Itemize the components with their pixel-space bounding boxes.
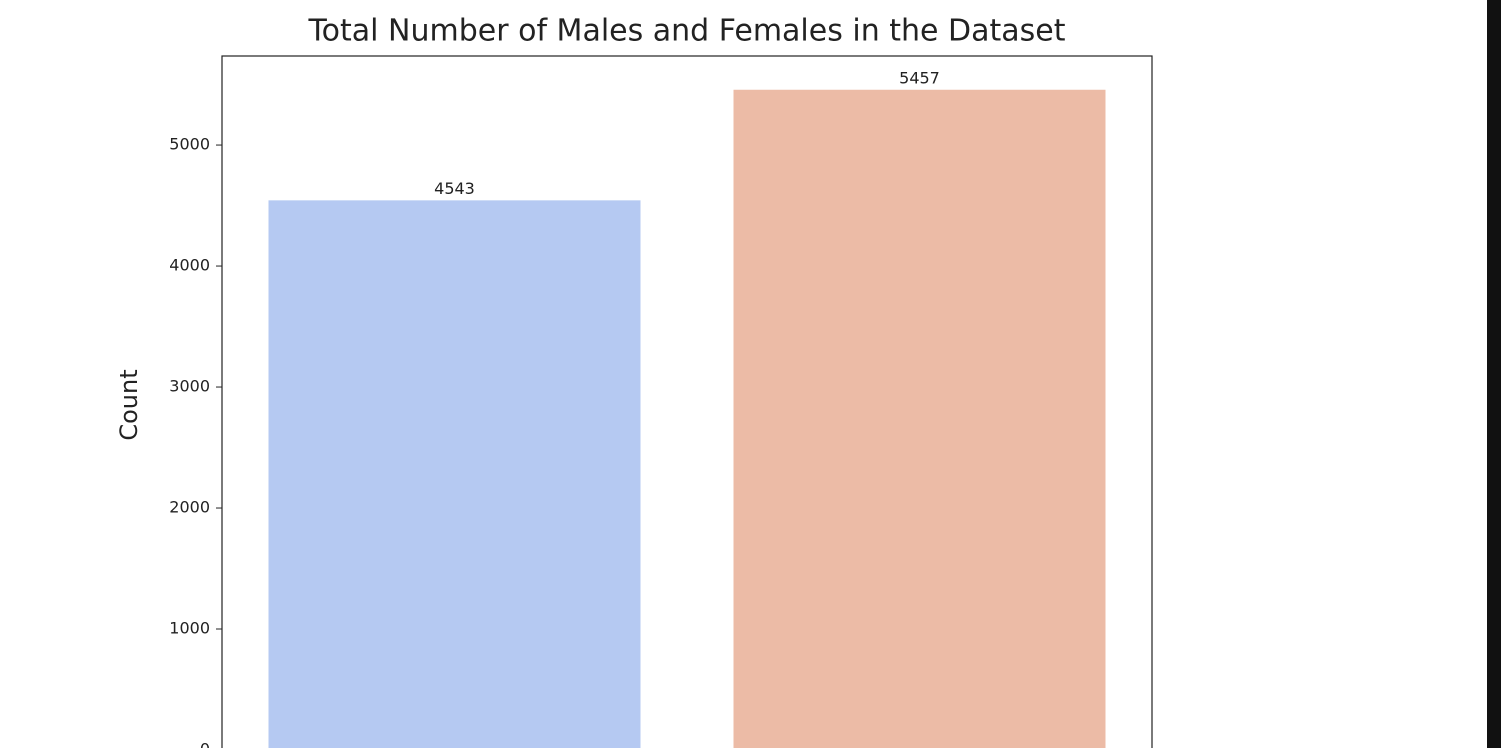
value-label: 4543 xyxy=(434,179,475,198)
y-tick-label: 3000 xyxy=(169,377,210,396)
value-label: 5457 xyxy=(899,68,940,87)
y-tick-label: 1000 xyxy=(169,619,210,638)
y-axis-label: Count xyxy=(115,369,143,440)
bar xyxy=(268,200,641,748)
axes-frame xyxy=(221,55,1153,748)
y-tick-label: 0 xyxy=(200,740,210,748)
y-tick-label: 4000 xyxy=(169,256,210,275)
bar xyxy=(733,89,1106,748)
chart-title: Total Number of Males and Females in the… xyxy=(307,14,1065,49)
y-tick-label: 2000 xyxy=(169,498,210,517)
window-edge xyxy=(1487,0,1501,748)
y-tick-label: 5000 xyxy=(169,135,210,154)
